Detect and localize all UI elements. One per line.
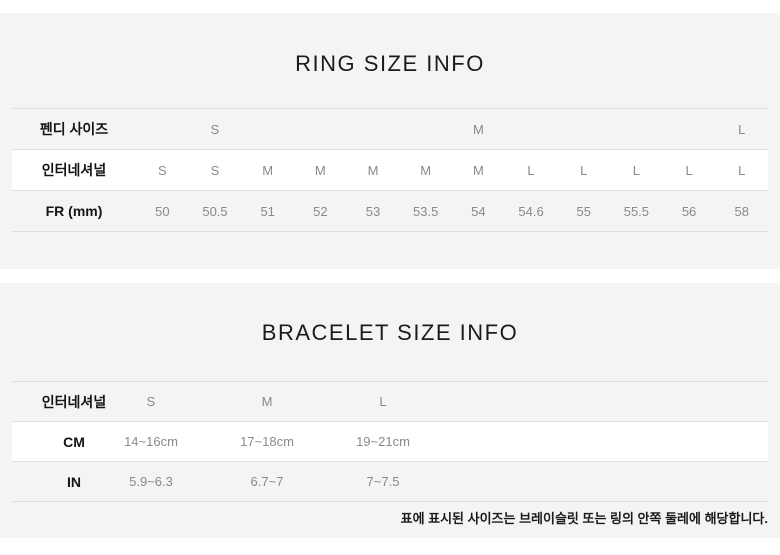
size-cell: L: [527, 162, 535, 178]
row-label: 펜디 사이즈: [39, 121, 109, 137]
size-cell: M: [367, 162, 379, 178]
ring-size-table: 펜디 사이즈 S M L 인터네셔널 S S M M M M M L L L: [12, 108, 768, 232]
row-label: 인터네셔널: [41, 162, 107, 178]
table-row-fr-mm: FR (mm) 50 50.5 51 52 53 53.5 54 54.6 55…: [12, 190, 768, 231]
size-cell: 50.5: [202, 203, 228, 219]
row-label: 인터네셔널: [41, 393, 107, 410]
size-cell: 54.6: [518, 203, 544, 219]
size-cell: M: [314, 162, 326, 178]
ring-size-section: RING SIZE INFO 펜디 사이즈 S M L 인터네셔널 S S M …: [0, 13, 780, 269]
size-cell: 17~18cm: [240, 434, 294, 449]
size-cell: S: [146, 394, 156, 409]
row-label: FR (mm): [45, 203, 103, 219]
size-cell: L: [738, 162, 746, 178]
table-row-in: IN 5.9~6.3 6.7~7 7~7.5: [12, 461, 768, 501]
size-cell: 14~16cm: [124, 434, 178, 449]
size-cell: M: [472, 121, 484, 137]
size-cell: 56: [681, 203, 697, 219]
size-cell: 52: [313, 203, 328, 219]
size-cell: 6.7~7: [250, 474, 284, 489]
table-row-fendi-size: 펜디 사이즈 S M L: [12, 108, 768, 149]
size-cell: 53: [365, 203, 381, 219]
size-cell: L: [685, 162, 693, 178]
section-gap: [0, 269, 780, 283]
size-cell: S: [210, 121, 220, 137]
size-cell: 5.9~6.3: [129, 474, 173, 489]
table-row-international: 인터네셔널 S M L: [12, 381, 768, 421]
row-label: IN: [67, 473, 81, 490]
size-cell: 19~21cm: [356, 434, 410, 449]
row-label: CM: [63, 433, 85, 450]
size-cell: 7~7.5: [366, 474, 400, 489]
size-cell: 55: [576, 203, 591, 219]
size-cell: L: [632, 162, 640, 178]
size-cell: 58: [734, 203, 749, 219]
size-cell: 55.5: [623, 203, 650, 219]
size-cell: M: [420, 162, 432, 178]
table-row-international: 인터네셔널 S S M M M M M L L L L L: [12, 149, 768, 190]
bracelet-size-title: BRACELET SIZE INFO: [261, 320, 519, 345]
size-cell: M: [262, 162, 274, 178]
top-whitespace: [0, 0, 780, 13]
size-cell: 51: [260, 203, 275, 219]
size-cell: 53.5: [413, 203, 439, 219]
size-measurement-note: 표에 표시된 사이즈는 브레이슬릿 또는 링의 안쪽 둘레에 해당합니다.: [400, 511, 768, 526]
size-cell: L: [580, 162, 588, 178]
bracelet-size-section: BRACELET SIZE INFO 인터네셔널 S M L CM 14~16c…: [0, 283, 780, 538]
ring-size-title: RING SIZE INFO: [295, 51, 485, 76]
size-cell: M: [472, 162, 484, 178]
size-cell: S: [158, 162, 167, 178]
size-cell: L: [738, 121, 746, 137]
size-cell: S: [210, 162, 220, 178]
table-row-cm: CM 14~16cm 17~18cm 19~21cm: [12, 421, 768, 461]
size-cell: L: [379, 394, 387, 409]
size-cell: 50: [155, 203, 170, 219]
size-cell: 54: [471, 203, 486, 219]
size-cell: M: [261, 394, 273, 409]
bracelet-size-table: 인터네셔널 S M L CM 14~16cm 17~18cm 19~21cm I…: [12, 381, 768, 502]
